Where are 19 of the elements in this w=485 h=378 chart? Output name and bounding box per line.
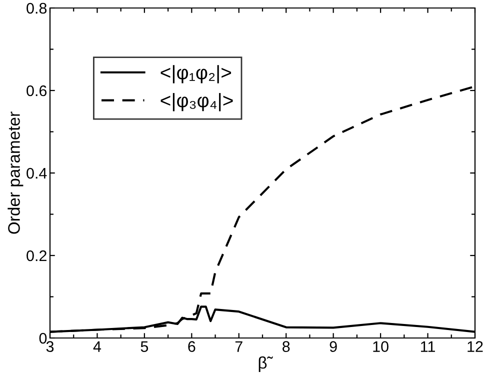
x-tick-label: 10: [373, 341, 388, 352]
y-axis-title: Order parameter: [8, 112, 24, 234]
x-tick-label: 4: [93, 341, 102, 352]
x-axis-title: β̃: [258, 356, 273, 372]
x-tick-label: 3: [46, 341, 54, 352]
x-tick-label: 9: [330, 341, 337, 352]
y-tick-label: 0.4: [26, 168, 47, 179]
y-tick-label: 0.2: [26, 250, 46, 262]
x-tick-label: 8: [282, 341, 290, 352]
legend-label: <|φ₁φ₂|>: [160, 65, 232, 84]
legend-label: <|φ₃φ₄|>: [160, 93, 233, 112]
y-tick-label: 0.8: [26, 2, 47, 14]
y-tick-label: 0.6: [26, 85, 47, 96]
x-tick-label: 7: [235, 341, 242, 352]
x-tick-label: 12: [468, 341, 483, 352]
x-tick-label: 6: [188, 341, 196, 352]
x-tick-label: 5: [140, 341, 148, 352]
y-tick-label: 0: [39, 332, 47, 344]
x-tick-label: 11: [421, 341, 435, 352]
